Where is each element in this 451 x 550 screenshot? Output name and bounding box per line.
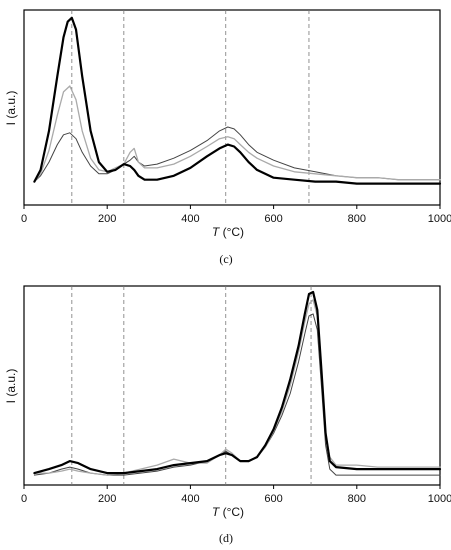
panel-c-x-tick-label-5: 1000 — [428, 213, 451, 225]
panel-d-x-tick-label-5: 1000 — [428, 493, 451, 505]
panel-c-x-axis-variable: T — [212, 225, 221, 239]
panel-c-label: (c) — [219, 252, 232, 266]
panel-d-x-axis-variable: T — [212, 505, 221, 519]
panel-c-plot-frame — [23, 9, 441, 206]
panel-c-y-axis-label: I (a.u.) — [4, 91, 18, 126]
panel-d-series-group — [33, 290, 442, 476]
panel-c-series-line-2 — [33, 16, 442, 185]
panel-d-x-ticks: 0 200 400 600 800 1000 — [21, 485, 451, 505]
panel-c-x-tick-label-2: 400 — [181, 213, 199, 225]
panel-c-x-axis-unit: (°C) — [219, 225, 244, 239]
panel-c-series-group — [33, 16, 442, 185]
panel-d-x-tick-label-3: 600 — [264, 493, 282, 505]
panel-c-x-ticks: 0 200 400 600 800 1000 — [21, 205, 451, 225]
panel-d-series-line-1 — [33, 299, 441, 476]
panel-d-x-tick-label-4: 800 — [348, 493, 366, 505]
panel-d-x-tick-label-0: 0 — [21, 493, 27, 505]
panel-d-x-axis-label: T (°C) — [212, 505, 244, 519]
panel-c-x-tick-label-3: 600 — [264, 213, 282, 225]
panel-d: 0 200 400 600 800 1000 I (a.u.) T (°C) (d) — [4, 285, 451, 545]
panel-c-series-line-0 — [33, 126, 441, 183]
panel-d-series-line-2 — [33, 290, 442, 475]
panel-c-x-tick-label-1: 200 — [98, 213, 116, 225]
panel-d-x-axis-unit: (°C) — [219, 505, 244, 519]
panel-c-reference-lines — [71, 10, 310, 205]
panel-d-x-tick-label-2: 400 — [181, 493, 199, 505]
panel-d-y-axis-label: I (a.u.) — [4, 369, 18, 404]
panel-d-series-line-0 — [33, 313, 441, 476]
panel-d-reference-lines — [71, 286, 312, 485]
panel-d-x-tick-label-1: 200 — [98, 493, 116, 505]
panel-c: 0 200 400 600 800 1000 I (a.u.) T (°C) (c) — [4, 9, 451, 266]
panel-c-x-tick-label-4: 800 — [348, 213, 366, 225]
panel-d-plot-frame — [23, 285, 441, 486]
panel-c-x-axis-label: T (°C) — [212, 225, 244, 239]
panel-c-x-tick-label-0: 0 — [21, 213, 27, 225]
panel-d-label: (d) — [219, 531, 233, 545]
panel-c-series-line-1 — [33, 85, 441, 183]
